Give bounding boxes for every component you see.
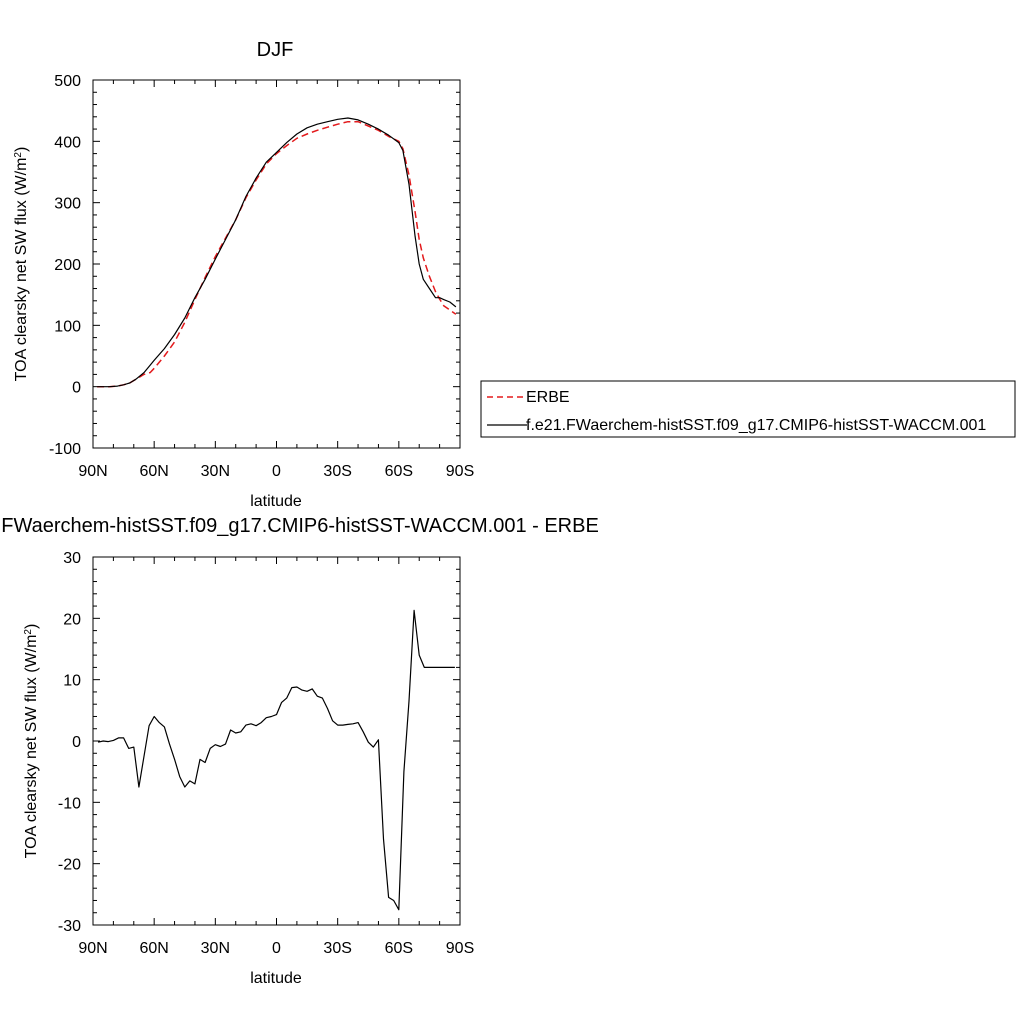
y-tick-label: -100 (49, 441, 81, 458)
x-tick-label: 90S (446, 940, 474, 957)
x-tick-label: 30S (323, 940, 351, 957)
axis-ticks: 90N 60N 30N 0 30S 60S 90S -100 0 100 200 300 400 500 (49, 73, 474, 480)
x-tick-label: 30N (201, 463, 230, 480)
x-tick-label: 60N (139, 463, 168, 480)
x-tick-label: 90N (78, 940, 107, 957)
x-tick-label: 90S (446, 463, 474, 480)
series-lines (97, 609, 455, 911)
legend-label-model: f.e21.FWaerchem-histSST.f09_g17.CMIP6-hi… (526, 417, 986, 434)
legend-box (480, 380, 1016, 438)
series-line-model (97, 609, 455, 911)
y-tick-label: 10 (63, 673, 81, 690)
panel-title: f.e21.FWaerchem-histSST.f09_g17.CMIP6-hi… (0, 515, 599, 537)
x-tick-label: 30S (323, 463, 351, 480)
legend: ERBE f.e21.FWaerchem-histSST.f09_g17.CMI… (480, 380, 1016, 438)
plot-frame (92, 556, 461, 926)
axis-ticks: 90N 60N 30N 0 30S 60S 90S -30 -20 -10 0 10 20 30 (58, 550, 474, 957)
x-tick-label: 60S (385, 463, 413, 480)
y-axis-label: TOA clearsky net SW flux (W/m2) (23, 624, 41, 859)
series-lines (97, 117, 457, 388)
y-tick-label: -20 (58, 857, 81, 874)
series-line-model (97, 117, 457, 388)
y-tick-label: 20 (63, 611, 81, 628)
y-tick-label: 200 (54, 257, 81, 274)
y-tick-label: -30 (58, 918, 81, 935)
y-tick-label: 0 (72, 380, 81, 397)
plot-frame (92, 79, 461, 449)
x-tick-label: 30N (201, 940, 230, 957)
x-tick-label: 60N (139, 940, 168, 957)
series-line-erbe (97, 120, 457, 388)
x-tick-label: 0 (272, 463, 281, 480)
y-tick-label: 300 (54, 196, 81, 213)
y-tick-label: 100 (54, 318, 81, 335)
djf-panel: DJF 90N 60N 30N 0 30S 60S 90S -100 0 100 200 300 400… (13, 39, 475, 510)
x-tick-label: 60S (385, 940, 413, 957)
y-tick-label: 400 (54, 134, 81, 151)
x-tick-label: 0 (272, 940, 281, 957)
difference-panel: f.e21.FWaerchem-histSST.f09_g17.CMIP6-hi… (0, 515, 599, 987)
x-tick-label: 90N (78, 463, 107, 480)
x-axis-label: latitude (250, 970, 302, 987)
y-tick-label: 500 (54, 73, 81, 90)
panel-title: DJF (257, 39, 294, 61)
y-tick-label: 0 (72, 734, 81, 751)
x-axis-label: latitude (250, 493, 302, 510)
y-axis-label: TOA clearsky net SW flux (W/m2) (13, 147, 31, 382)
y-tick-label: -10 (58, 795, 81, 812)
y-tick-label: 30 (63, 550, 81, 567)
legend-label-erbe: ERBE (526, 389, 570, 406)
